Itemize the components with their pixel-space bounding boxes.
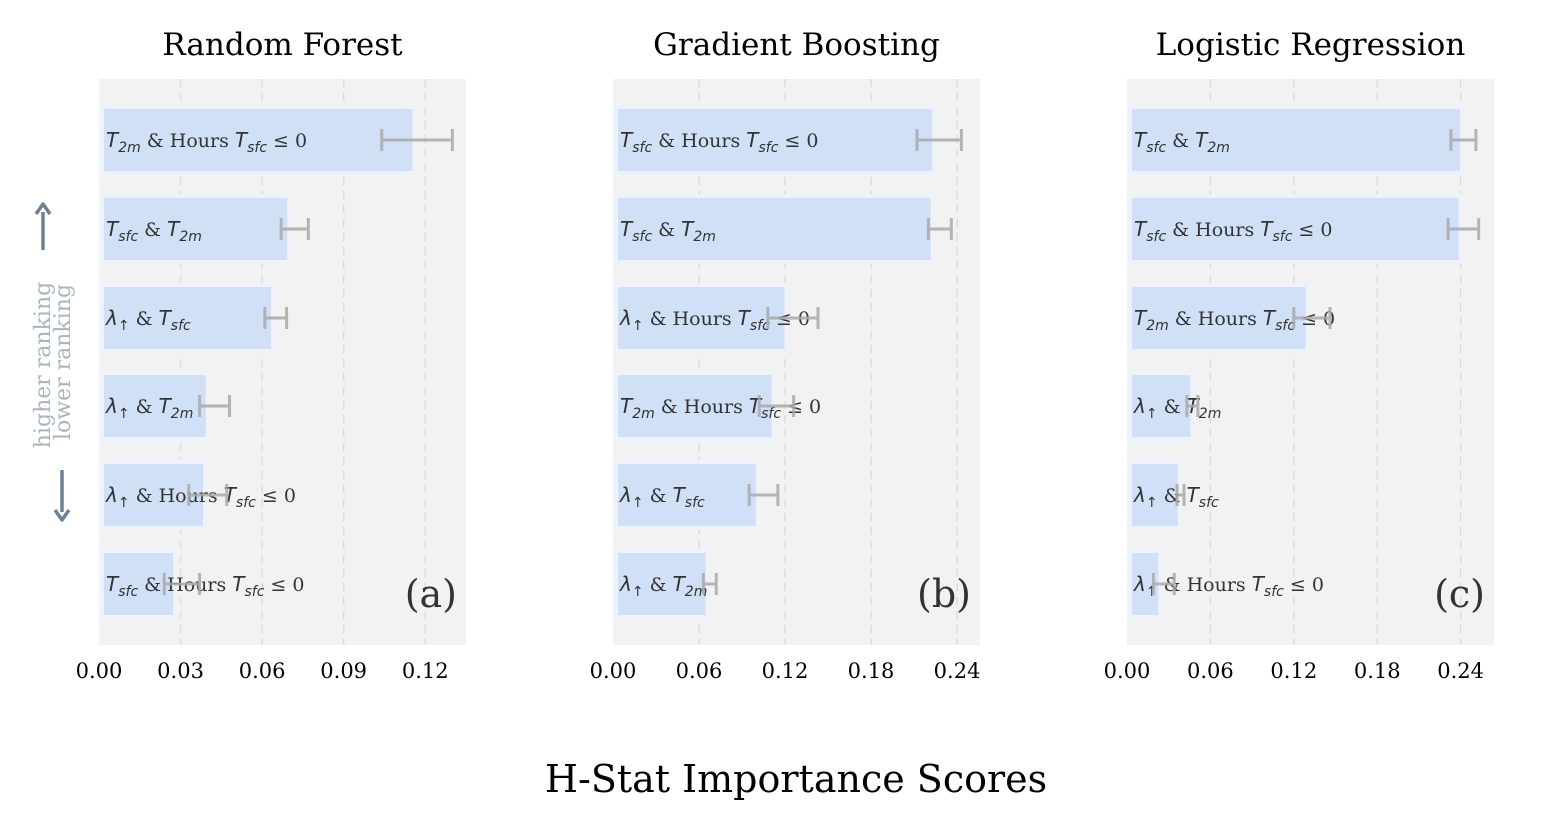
bar-label: Tsfc & T2m [106,217,202,245]
bar [1128,460,1182,530]
panel-3: 0.00 0.06 0.12 0.18 0.24 Tsfc & T2m Tsfc & Hou… [1104,27,1494,683]
x-tick-label: 0.24 [1437,659,1484,683]
error-bar [766,307,820,329]
error-bar [915,129,963,151]
bar [1128,194,1463,264]
x-tick-label: 0.18 [848,659,895,683]
panel-title: Random Forest [162,27,403,63]
x-tick-label: 0.18 [1354,659,1401,683]
error-bar [263,307,289,329]
error-bar [1292,307,1332,329]
x-axis-label: H-Stat Importance Scores [545,757,1047,801]
bar [614,283,789,353]
bar-label: Tsfc & Hours Tsfc ≤ 0 [620,128,818,156]
bar-label: λ↑ & Tsfc [1133,483,1219,511]
ranking-label-higher: higher ranking [31,282,56,448]
x-tick-label: 0.24 [934,659,981,683]
error-bar [757,395,796,417]
error-bar [926,218,953,240]
bar-label: Tsfc & Hours Tsfc ≤ 0 [1134,217,1332,245]
bar [100,371,210,441]
down-arrow-icon [53,508,71,522]
error-bar [1449,129,1478,151]
bar [614,105,937,175]
panel-tag: (b) [917,572,971,616]
x-tick-label: 0.06 [239,659,286,683]
error-bar [380,129,454,151]
bar [614,549,710,619]
error-bar [701,573,718,595]
bar-label: λ↑ & T2m [619,572,707,600]
x-tick-label: 0.06 [1187,659,1234,683]
bar [100,105,417,175]
bar-label: λ↑ & Tsfc [619,483,705,511]
bar-label: T2m & Hours Tsfc ≤ 0 [620,394,821,422]
chart-panels: 0.00 0.03 0.06 0.09 0.12 T2m & Hours Tsfc ≤ 0… [76,27,1494,683]
x-tick-label: 0.00 [590,659,637,683]
bar-label: λ↑ & Hours Tsfc ≤ 0 [105,483,296,511]
panel-tag: (c) [1434,572,1485,616]
x-tick-label: 0.12 [762,659,809,683]
up-arrow-icon [34,202,52,216]
error-bar [162,573,202,595]
x-tick-label: 0.00 [76,659,123,683]
error-bar [1185,395,1200,417]
error-bar [1151,573,1176,595]
bar-label: Tsfc & T2m [1134,128,1230,156]
bar [614,371,776,441]
error-bar [187,484,229,506]
ranking-label-lower: lower ranking [51,284,76,440]
bar [1128,283,1310,353]
bar-label: λ↑ & T2m [105,394,193,422]
bar-label: λ↑ & Hours Tsfc ≤ 0 [619,306,810,334]
x-tick-label: 0.00 [1104,659,1151,683]
panel-title: Gradient Boosting [653,27,940,63]
x-tick-label: 0.06 [676,659,723,683]
bar-label: λ↑ & Hours Tsfc ≤ 0 [1133,572,1324,600]
ranking-indicator: higher ranking lower ranking [31,202,76,522]
error-bar [747,484,780,506]
panel-tag: (a) [405,572,457,616]
panel-title: Logistic Regression [1156,27,1466,63]
x-tick-label: 0.12 [1270,659,1317,683]
error-bar [1175,484,1186,506]
bar [1128,105,1465,175]
error-bar [198,395,231,417]
bar-label: λ↑ & T2m [1133,394,1221,422]
bar-label: λ↑ & Tsfc [105,306,191,334]
bar-label: Tsfc & T2m [620,217,716,245]
panel-2: 0.00 0.06 0.12 0.18 0.24 Tsfc & Hours Tsfc ≤ … [590,27,981,683]
x-tick-label: 0.09 [320,659,367,683]
panel-1: 0.00 0.03 0.06 0.09 0.12 T2m & Hours Tsfc ≤ 0… [76,27,466,683]
x-tick-label: 0.12 [402,659,449,683]
bar [100,194,292,264]
error-bar [279,218,310,240]
x-tick-label: 0.03 [157,659,204,683]
bar-label: T2m & Hours Tsfc ≤ 0 [106,128,307,156]
error-bar [1446,218,1481,240]
